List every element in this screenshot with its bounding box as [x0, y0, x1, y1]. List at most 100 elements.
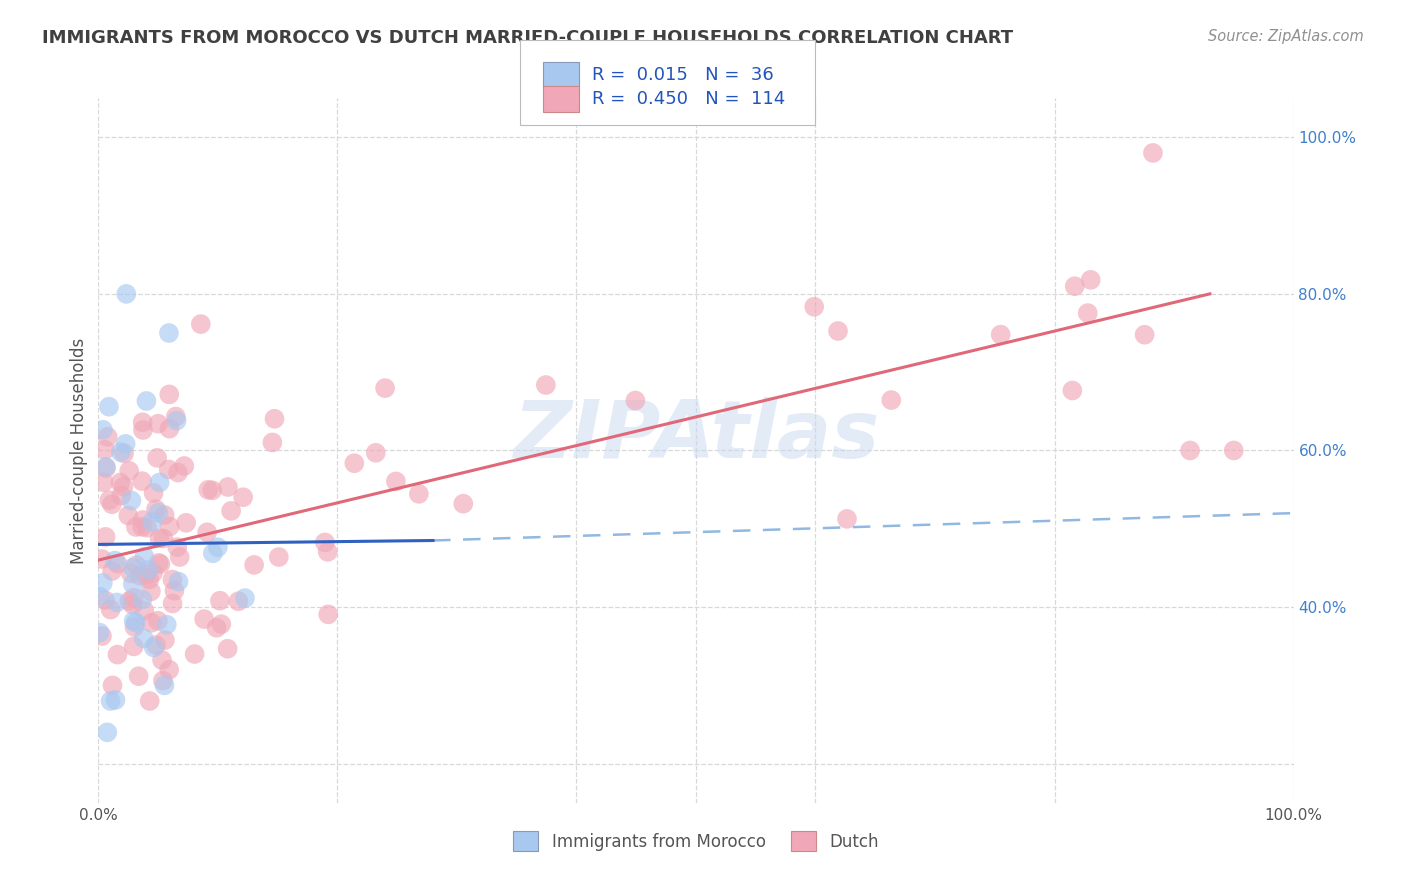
Point [141, 515, 163, 529]
Point [96, 725, 118, 739]
Point [163, 583, 186, 598]
Point [169, 549, 191, 564]
Text: R =  0.450   N =  114: R = 0.450 N = 114 [592, 90, 785, 108]
Point [343, 456, 366, 470]
Point [156, 617, 179, 632]
Point [129, 568, 152, 582]
Point [136, 521, 159, 535]
Point [197, 483, 219, 497]
Point [101, 497, 124, 511]
Point [89, 625, 111, 640]
Point [217, 641, 239, 656]
Point [157, 462, 180, 476]
Point [128, 669, 150, 683]
Point [145, 638, 167, 652]
Point [112, 446, 135, 460]
Point [157, 387, 180, 401]
Point [98, 400, 121, 414]
Point [125, 615, 148, 630]
Point [125, 520, 148, 534]
Point [134, 603, 156, 617]
Point [174, 516, 197, 530]
Point [131, 592, 153, 607]
Point [94, 461, 117, 475]
Point [94, 442, 117, 457]
Point [364, 446, 387, 460]
Point [1133, 327, 1156, 342]
Point [121, 560, 143, 574]
Point [534, 378, 557, 392]
Point [217, 480, 239, 494]
Point [120, 493, 142, 508]
Point [153, 508, 176, 522]
Point [1063, 279, 1085, 293]
Point [124, 620, 146, 634]
Point [1080, 273, 1102, 287]
Point [167, 574, 190, 589]
Point [132, 423, 155, 437]
Point [131, 474, 153, 488]
Point [118, 464, 141, 478]
Point [990, 327, 1012, 342]
Point [166, 540, 188, 554]
Point [374, 381, 396, 395]
Point [152, 673, 174, 688]
Point [150, 653, 173, 667]
Point [1077, 306, 1099, 320]
Point [101, 564, 124, 578]
Point [205, 621, 228, 635]
Point [117, 508, 139, 523]
Point [101, 678, 124, 692]
Point [148, 531, 170, 545]
Point [122, 614, 145, 628]
Point [157, 326, 180, 340]
Point [134, 549, 156, 564]
Text: Source: ZipAtlas.com: Source: ZipAtlas.com [1208, 29, 1364, 44]
Point [121, 598, 143, 612]
Point [314, 535, 336, 549]
Point [131, 415, 153, 429]
Point [114, 437, 136, 451]
Point [207, 541, 229, 555]
Point [122, 591, 145, 605]
Point [107, 648, 129, 662]
Point [89, 590, 111, 604]
Point [157, 663, 180, 677]
Point [110, 475, 132, 490]
Point [122, 640, 145, 654]
Point [138, 563, 160, 577]
Text: ZIPAtlas: ZIPAtlas [513, 397, 879, 475]
Point [135, 394, 157, 409]
Point [91, 575, 114, 590]
Point [1142, 145, 1164, 160]
Point [146, 450, 169, 465]
Point [91, 629, 114, 643]
Point [125, 558, 148, 573]
Legend: Immigrants from Morocco, Dutch: Immigrants from Morocco, Dutch [506, 824, 886, 858]
Point [190, 317, 212, 331]
Point [94, 459, 117, 474]
Point [165, 409, 187, 424]
Text: IMMIGRANTS FROM MOROCCO VS DUTCH MARRIED-COUPLE HOUSEHOLDS CORRELATION CHART: IMMIGRANTS FROM MOROCCO VS DUTCH MARRIED… [42, 29, 1014, 46]
Point [138, 573, 160, 587]
Point [408, 487, 430, 501]
Point [173, 458, 195, 473]
Point [148, 506, 170, 520]
Point [104, 553, 127, 567]
Point [91, 423, 114, 437]
Point [262, 435, 284, 450]
Point [162, 597, 184, 611]
Point [142, 566, 165, 580]
Point [146, 417, 169, 431]
Point [121, 577, 143, 591]
Point [141, 615, 163, 630]
Point [193, 612, 215, 626]
Point [115, 286, 138, 301]
Point [159, 519, 181, 533]
Point [201, 483, 224, 498]
Point [233, 591, 256, 605]
Point [166, 414, 188, 428]
Point [94, 530, 117, 544]
Point [110, 489, 132, 503]
Point [98, 493, 121, 508]
